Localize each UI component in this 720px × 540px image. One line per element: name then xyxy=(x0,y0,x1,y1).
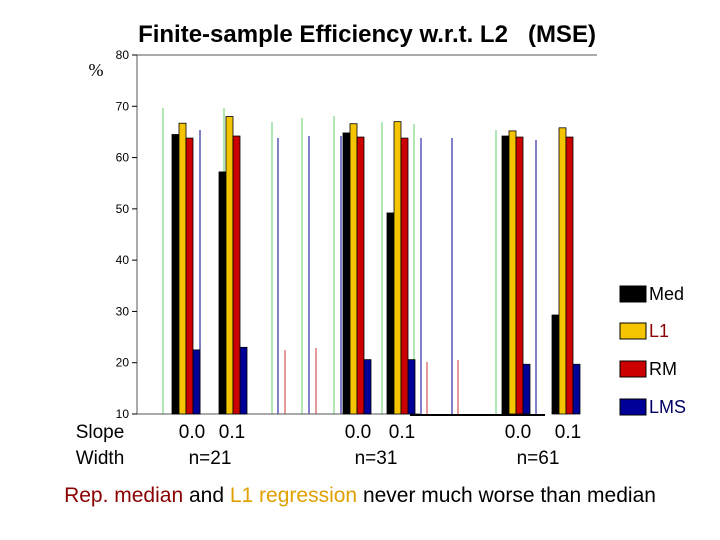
bars xyxy=(171,116,581,415)
row-label-width: Width xyxy=(76,448,125,469)
bar-med xyxy=(551,314,560,415)
y-tick-label: 60 xyxy=(116,151,130,165)
legend-swatch-rm xyxy=(619,360,647,378)
legend-label-rm: RM xyxy=(649,359,677,379)
category-labels: 0.0 0.1 n=21 0.0 0.1 n=31 0.0 0.1 n=61 xyxy=(179,422,581,469)
legend: Med L1 RM LMS xyxy=(619,284,686,417)
decorative-lines xyxy=(162,108,537,414)
bar-lms xyxy=(239,346,248,415)
sample-size-label: n=21 xyxy=(189,448,232,469)
bar-l1 xyxy=(508,130,517,415)
bar-lms xyxy=(522,363,531,415)
slope-tick-label: 0.1 xyxy=(555,422,581,443)
bar-lms xyxy=(192,349,201,415)
bar-rm xyxy=(400,137,409,415)
legend-label-lms: LMS xyxy=(649,397,686,417)
bar-med xyxy=(386,212,395,415)
sample-size-label: n=61 xyxy=(517,448,560,469)
bar-rm xyxy=(356,136,365,415)
y-tick-label: 50 xyxy=(116,202,130,216)
bar-lms xyxy=(407,359,416,415)
y-axis-ticks: 10 20 30 40 50 60 70 80 xyxy=(116,48,137,421)
bar-l1 xyxy=(558,127,567,415)
bar-l1 xyxy=(225,116,234,415)
y-tick-label: 30 xyxy=(116,304,130,318)
y-tick-label: 70 xyxy=(116,99,130,113)
bar-l1 xyxy=(349,123,358,415)
bar-med xyxy=(501,135,510,415)
bar-rm xyxy=(565,136,574,415)
footnote-rep-median: Rep. median xyxy=(64,484,184,507)
legend-swatch-med xyxy=(619,285,647,303)
bar-rm xyxy=(185,137,194,415)
bar-lms xyxy=(363,359,372,415)
footnote-rest: never much worse than median xyxy=(357,484,656,507)
row-label-slope: Slope xyxy=(76,422,125,443)
bar-lms xyxy=(572,363,581,415)
slope-tick-label: 0.0 xyxy=(505,422,531,443)
legend-swatch-l1 xyxy=(619,322,647,340)
slope-tick-label: 0.0 xyxy=(179,422,205,443)
bar-l1 xyxy=(393,121,402,415)
y-tick-label: 80 xyxy=(116,48,130,62)
sample-size-label: n=31 xyxy=(355,448,398,469)
legend-label-med: Med xyxy=(649,284,684,304)
y-tick-label: 10 xyxy=(116,407,130,421)
legend-label-l1: L1 xyxy=(649,321,669,341)
bar-rm xyxy=(515,136,524,415)
bar-med xyxy=(342,132,351,415)
y-axis-label: % xyxy=(89,60,104,80)
slope-tick-label: 0.1 xyxy=(389,422,415,443)
y-tick-label: 40 xyxy=(116,253,130,267)
bar-med xyxy=(218,171,227,415)
footnote: Rep. median and L1 regression never much… xyxy=(0,484,720,508)
chart-title: Finite-sample Efficiency w.r.t. L2 (MSE) xyxy=(138,21,596,48)
slope-tick-label: 0.1 xyxy=(219,422,245,443)
bar-rm xyxy=(232,135,241,415)
slope-tick-label: 0.0 xyxy=(345,422,371,443)
footnote-l1-regression: L1 regression xyxy=(229,484,358,507)
bar-l1 xyxy=(178,122,187,415)
y-tick-label: 20 xyxy=(116,356,130,370)
footnote-and: and xyxy=(183,484,230,507)
plot-frame xyxy=(136,54,597,416)
bar-med xyxy=(171,134,180,415)
legend-swatch-lms xyxy=(619,398,647,416)
